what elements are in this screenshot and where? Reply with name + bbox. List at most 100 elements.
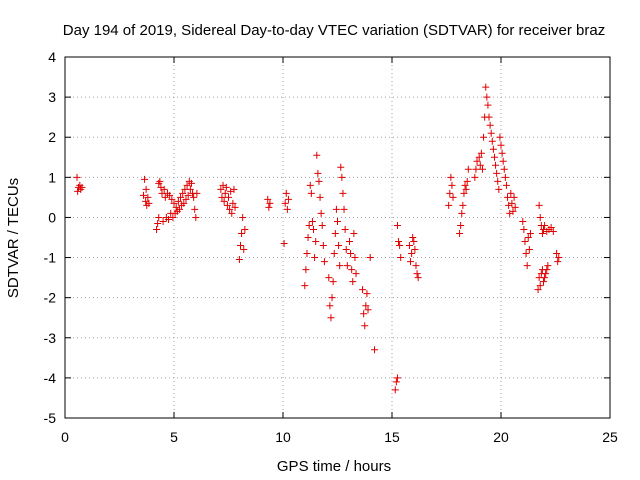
data-point: [283, 205, 291, 213]
x-tick-label: 5: [170, 429, 178, 445]
data-point: [536, 213, 544, 221]
data-point: [508, 199, 516, 207]
data-point: [78, 183, 86, 191]
data-point: [329, 278, 337, 286]
data-point: [501, 173, 509, 181]
data-point: [218, 193, 226, 201]
data-point: [239, 213, 247, 221]
data-point: [458, 209, 466, 217]
y-tick-label: 4: [48, 49, 56, 65]
data-point: [308, 217, 316, 225]
data-point: [319, 242, 327, 250]
data-point: [155, 213, 163, 221]
data-point: [499, 157, 507, 165]
data-point: [411, 246, 419, 254]
data-point: [348, 266, 356, 274]
data-point: [318, 221, 326, 229]
data-point: [144, 193, 152, 201]
data-point: [447, 173, 455, 181]
data-point: [363, 290, 371, 298]
data-point: [154, 219, 162, 227]
data-point: [360, 310, 368, 318]
data-point: [504, 193, 512, 201]
data-point: [225, 193, 232, 201]
data-point: [542, 270, 550, 278]
data-point: [345, 238, 353, 246]
data-point: [180, 199, 188, 207]
data-point: [312, 238, 320, 246]
data-point: [266, 199, 274, 207]
data-point: [524, 234, 532, 241]
data-point: [471, 173, 479, 181]
data-point: [235, 256, 243, 264]
y-tick-label: -1: [44, 250, 57, 266]
data-point: [483, 93, 491, 101]
x-axis-label: GPS time / hours: [277, 458, 391, 475]
data-point: [391, 386, 399, 394]
data-point: [410, 238, 418, 246]
data-point: [462, 185, 470, 193]
data-point: [547, 223, 555, 231]
data-point: [184, 191, 192, 199]
data-point: [538, 229, 546, 237]
data-point: [496, 133, 504, 141]
data-point: [396, 242, 404, 250]
data-point: [304, 234, 312, 241]
data-point: [228, 209, 236, 217]
data-point: [405, 242, 413, 250]
data-point: [490, 153, 498, 161]
data-point: [536, 282, 544, 290]
data-point: [480, 133, 488, 141]
data-point: [495, 185, 503, 193]
data-point: [476, 161, 484, 169]
data-point: [320, 258, 328, 266]
data-point: [522, 250, 530, 258]
data-point: [448, 181, 456, 189]
data-point: [238, 229, 246, 237]
data-point: [359, 286, 367, 294]
data-point: [457, 221, 465, 229]
data-point: [445, 201, 453, 209]
data-point: [142, 185, 150, 193]
data-point: [492, 161, 500, 169]
data-point: [464, 165, 472, 173]
data-point: [310, 225, 318, 233]
data-point: [509, 207, 517, 215]
data-point: [338, 173, 346, 181]
y-tick-label: -4: [44, 370, 57, 386]
y-tick-label: 1: [48, 169, 56, 185]
data-point: [330, 250, 338, 258]
data-point: [543, 266, 551, 274]
data-point: [336, 262, 344, 270]
data-point: [169, 213, 177, 221]
data-point: [159, 217, 167, 225]
data-point: [170, 199, 178, 207]
y-tick-label: 2: [48, 129, 56, 145]
data-point: [177, 193, 185, 201]
data-point: [461, 181, 469, 189]
y-tick-label: 0: [48, 209, 56, 225]
data-point: [153, 225, 161, 233]
data-point: [335, 242, 343, 250]
data-point: [327, 314, 335, 322]
data-point: [160, 185, 168, 193]
data-point: [507, 189, 515, 197]
data-point: [223, 201, 231, 209]
data-point: [511, 203, 519, 211]
data-point: [334, 217, 341, 225]
data-point: [339, 189, 347, 197]
data-point: [349, 278, 357, 286]
data-point: [446, 189, 454, 197]
y-tick-label: -3: [44, 330, 57, 346]
data-point: [407, 258, 415, 266]
data-point: [477, 149, 485, 157]
data-point: [493, 169, 501, 177]
data-point: [311, 254, 319, 262]
data-point: [488, 137, 496, 145]
data-point: [541, 274, 549, 282]
data-point: [282, 189, 290, 197]
data-point: [161, 193, 169, 201]
data-point: [306, 181, 314, 189]
data-point: [456, 229, 464, 237]
data-point: [498, 149, 506, 157]
